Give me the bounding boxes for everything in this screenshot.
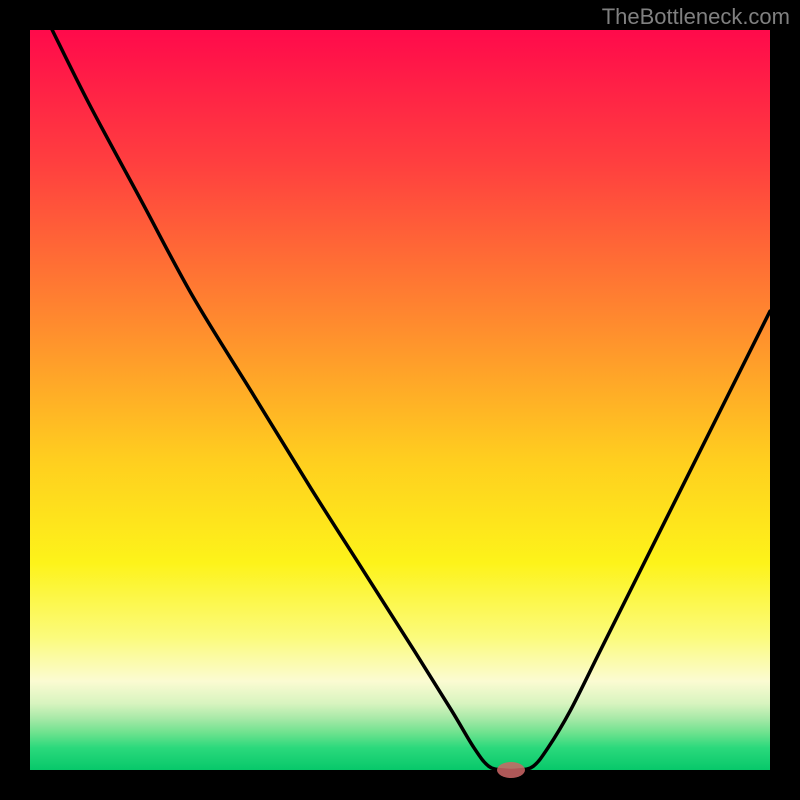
chart-svg (0, 0, 800, 800)
plot-background (30, 30, 770, 770)
watermark-text: TheBottleneck.com (602, 4, 790, 30)
bottleneck-chart: TheBottleneck.com (0, 0, 800, 800)
optimal-marker (497, 762, 525, 778)
